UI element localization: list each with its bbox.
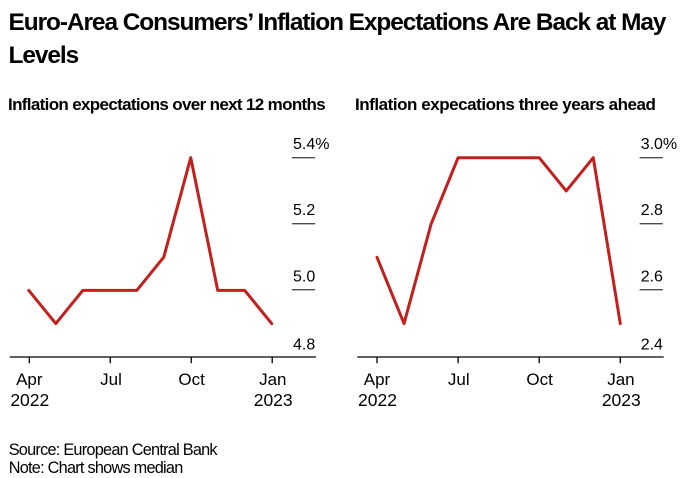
svg-text:2.4: 2.4 (641, 337, 663, 354)
svg-text:2022: 2022 (358, 390, 397, 410)
svg-text:Jul: Jul (448, 370, 470, 389)
svg-text:2.8: 2.8 (641, 202, 663, 219)
svg-text:Apr: Apr (16, 370, 43, 389)
svg-text:Oct: Oct (178, 370, 205, 389)
svg-text:Jan: Jan (607, 370, 634, 389)
svg-text:5.4%: 5.4% (293, 136, 329, 153)
svg-text:Apr: Apr (364, 370, 391, 389)
svg-text:5.0: 5.0 (293, 268, 315, 285)
svg-text:2023: 2023 (602, 390, 641, 410)
svg-text:Jul: Jul (100, 370, 122, 389)
svg-text:Jan: Jan (259, 370, 286, 389)
svg-text:3.0%: 3.0% (641, 136, 677, 153)
svg-text:2.6: 2.6 (641, 268, 663, 285)
svg-text:2022: 2022 (10, 390, 49, 410)
svg-text:Oct: Oct (526, 370, 553, 389)
svg-text:4.8: 4.8 (293, 337, 315, 354)
svg-text:2023: 2023 (254, 390, 293, 410)
svg-text:5.2: 5.2 (293, 202, 315, 219)
